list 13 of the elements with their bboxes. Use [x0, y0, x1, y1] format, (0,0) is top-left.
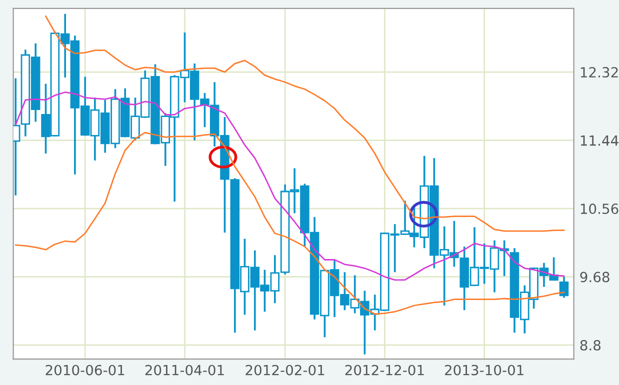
line-series — [45, 16, 565, 232]
x-tick-label: 2013-10-01 — [444, 364, 524, 376]
y-tick-label: 11.44 — [580, 135, 618, 146]
x-tick-label: 2012-12-01 — [345, 364, 424, 376]
y-tick-label: 12.32 — [580, 67, 618, 78]
y-tick-label: 8.8 — [580, 340, 601, 351]
x-tick-label: 2011-04-01 — [145, 364, 224, 376]
y-tick-label: 9.68 — [580, 272, 610, 282]
x-tick-label: 2012-02-01 — [246, 364, 324, 376]
line-series — [14, 92, 565, 281]
candlestick — [559, 276, 569, 299]
y-tick-label: 10.56 — [580, 204, 618, 214]
x-tick-label: 2010-06-01 — [46, 364, 124, 376]
